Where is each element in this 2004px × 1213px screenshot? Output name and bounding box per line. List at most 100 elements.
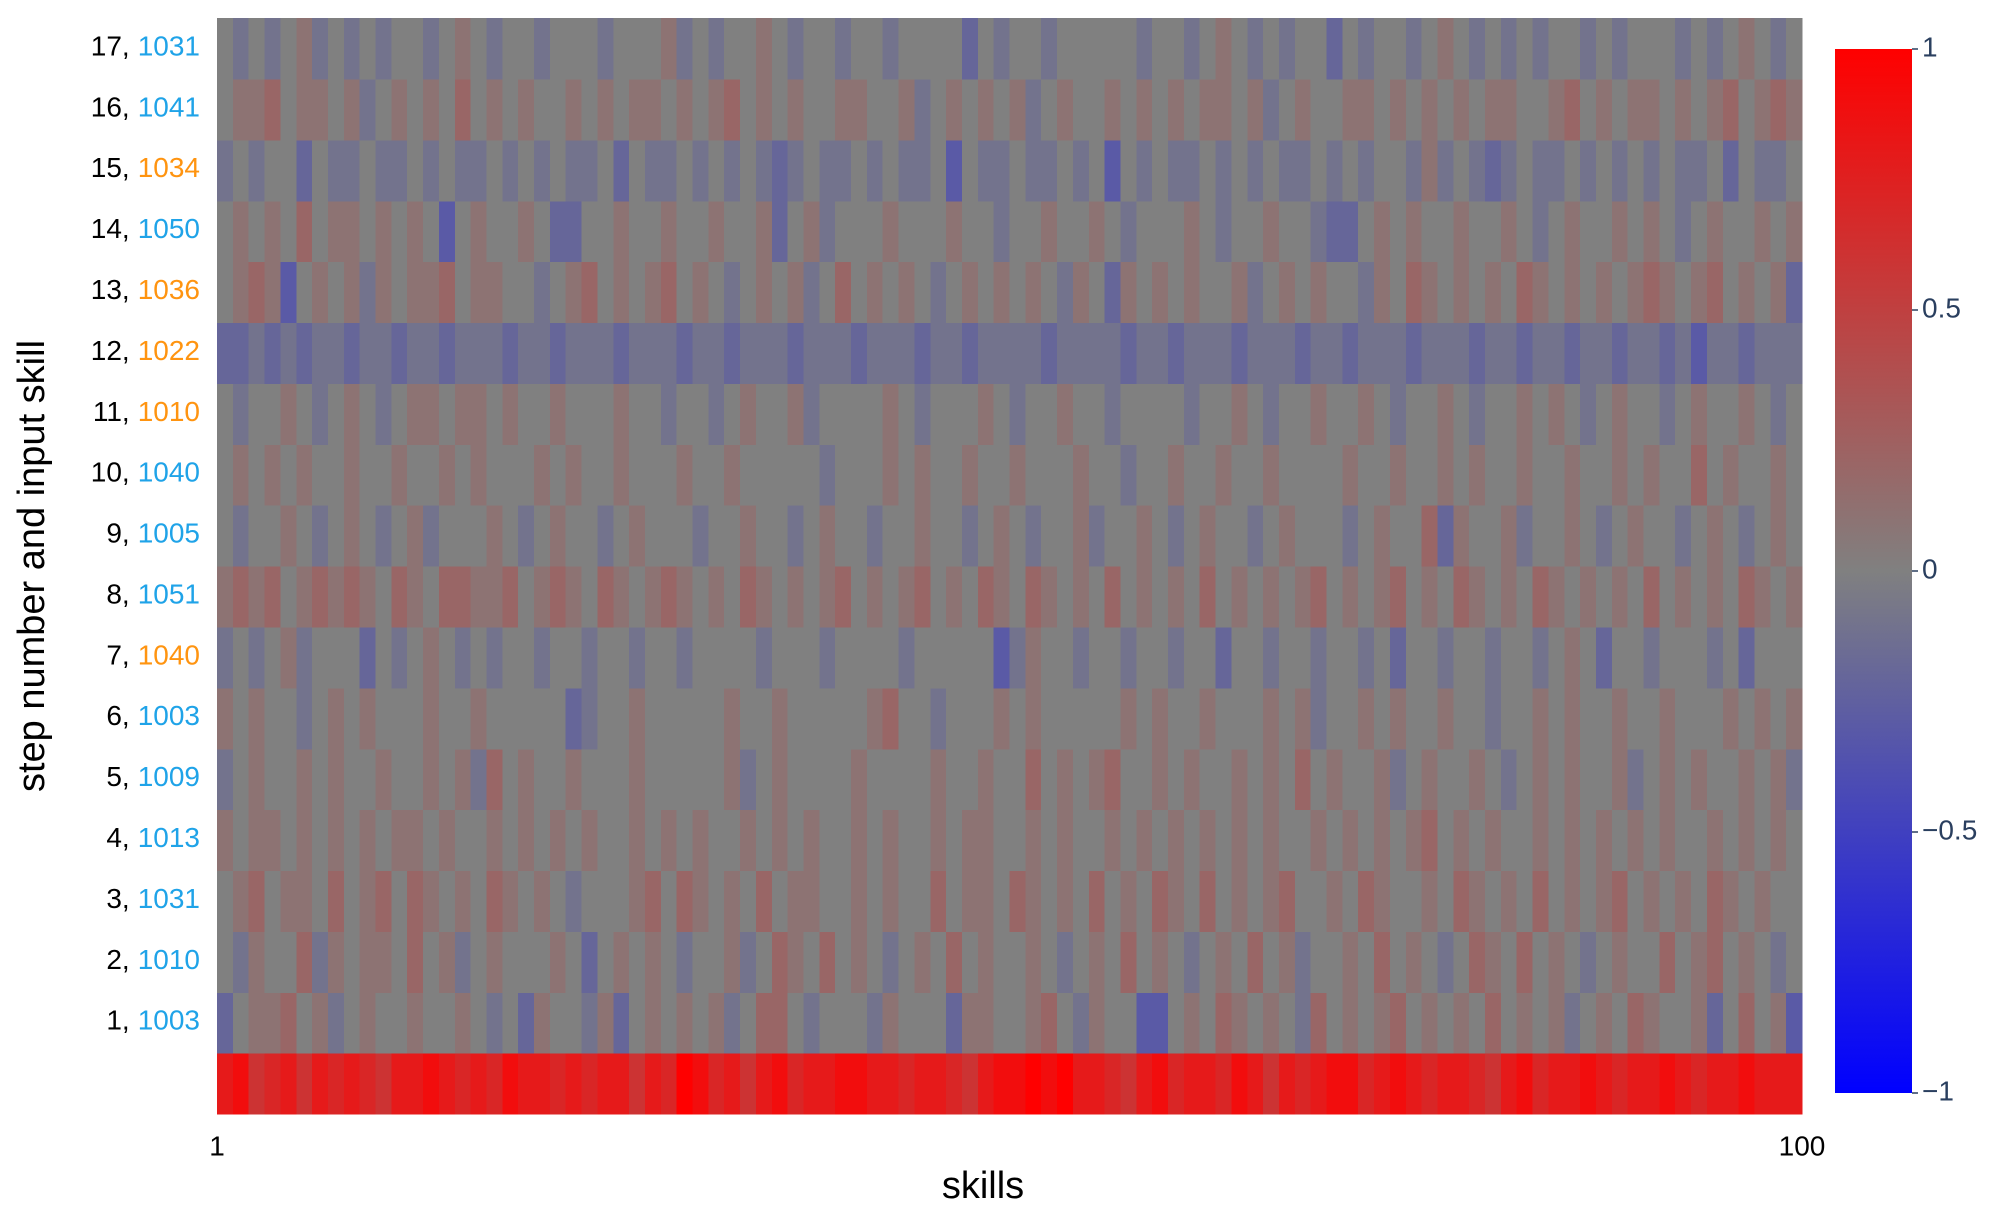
cell	[391, 322, 408, 384]
cell	[1754, 18, 1771, 80]
cell	[597, 322, 614, 384]
cell	[819, 78, 836, 141]
cell	[1057, 200, 1074, 263]
cell	[977, 748, 995, 811]
cell	[1009, 139, 1026, 202]
cell	[1136, 505, 1153, 567]
y-tick-label: 17, 1031	[91, 31, 200, 62]
cell	[1278, 687, 1296, 750]
cell	[977, 870, 995, 932]
cell	[613, 78, 630, 141]
cell	[296, 261, 313, 324]
cell	[676, 931, 694, 993]
cell	[312, 809, 329, 872]
cell	[882, 139, 900, 202]
cell	[1595, 505, 1613, 567]
cell	[1104, 505, 1122, 567]
cell	[296, 322, 313, 384]
cell	[1564, 566, 1581, 628]
cell	[1453, 383, 1470, 445]
cell	[454, 200, 472, 263]
cell	[248, 809, 266, 872]
cell	[375, 139, 392, 202]
cell	[1516, 18, 1534, 80]
cell	[1516, 78, 1534, 141]
cell	[534, 1053, 551, 1115]
cell	[1247, 444, 1264, 506]
cell	[217, 18, 234, 80]
cell	[1009, 992, 1026, 1054]
cell	[1152, 1053, 1169, 1115]
row-skill: 1036	[138, 274, 200, 305]
cell	[1231, 931, 1248, 993]
cell	[534, 261, 551, 324]
cell	[1485, 18, 1502, 80]
cell	[1405, 687, 1423, 750]
cell	[391, 78, 408, 141]
cell	[232, 992, 250, 1054]
cell	[1247, 931, 1264, 993]
cell	[1278, 322, 1296, 384]
y-tick-label: 1, 1003	[106, 1005, 200, 1036]
cell	[692, 139, 709, 202]
cell	[1722, 870, 1740, 932]
cell	[961, 322, 979, 384]
cell	[1342, 200, 1359, 263]
cell	[1231, 870, 1248, 932]
cell	[787, 505, 805, 567]
cell	[740, 78, 757, 141]
cell	[1437, 566, 1454, 628]
cell	[581, 809, 598, 872]
cell	[1215, 748, 1232, 811]
cell	[1691, 870, 1708, 932]
cell	[1247, 383, 1264, 445]
cell	[1009, 748, 1026, 811]
cell	[660, 78, 678, 141]
cell	[1025, 261, 1042, 324]
cell	[819, 931, 836, 993]
cell	[1342, 687, 1359, 750]
cell	[660, 809, 678, 872]
cell	[280, 748, 297, 811]
cell	[1564, 505, 1581, 567]
cell	[1469, 687, 1486, 750]
cell	[882, 444, 900, 506]
cell	[708, 139, 725, 202]
cell	[343, 992, 361, 1054]
cell	[1183, 748, 1201, 811]
cell	[1120, 748, 1137, 811]
cell	[549, 992, 567, 1054]
cell	[613, 383, 630, 445]
cell	[629, 505, 646, 567]
cell	[1754, 687, 1771, 750]
cell	[1564, 261, 1581, 324]
cell	[581, 1053, 598, 1115]
cell	[438, 809, 456, 872]
cell	[1057, 626, 1074, 689]
cell	[1072, 626, 1090, 689]
cell	[930, 18, 947, 80]
cell	[1659, 444, 1676, 506]
cell	[1786, 687, 1803, 750]
cell	[835, 78, 852, 141]
cell	[692, 687, 709, 750]
cell	[676, 78, 694, 141]
cell	[1310, 322, 1328, 384]
cell	[1786, 748, 1803, 811]
cell	[1104, 870, 1122, 932]
cell	[835, 931, 852, 993]
cell	[1611, 992, 1629, 1054]
cell	[248, 931, 266, 993]
cell	[835, 200, 852, 263]
cell	[1706, 1053, 1724, 1115]
cell	[755, 139, 773, 202]
cell	[660, 322, 678, 384]
cell	[866, 200, 884, 263]
cell	[581, 322, 598, 384]
cell	[502, 261, 519, 324]
cell	[248, 200, 266, 263]
cell	[454, 139, 472, 202]
row-skill: 1051	[138, 579, 200, 610]
cell	[1104, 748, 1122, 811]
cell	[1231, 809, 1248, 872]
